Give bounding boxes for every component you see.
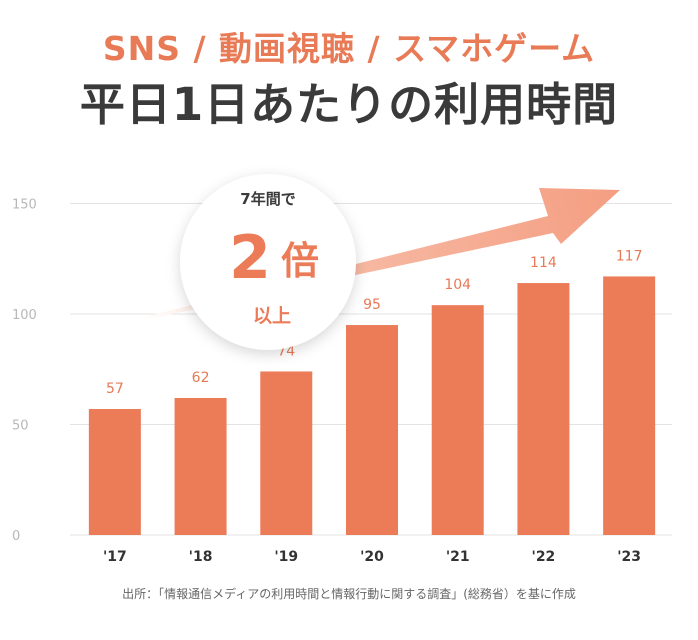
source-footnote: 出所：「情報通信メディアの利用時間と情報行動に関する調査」(総務省）を基に作成 (122, 587, 576, 601)
x-tick-label: '20 (360, 549, 384, 565)
data-label: 95 (363, 297, 381, 313)
y-tick-label: 100 (12, 308, 37, 323)
bars (88, 276, 656, 535)
x-tick-label: '18 (189, 549, 213, 565)
bar (603, 276, 656, 535)
badge-circle (180, 174, 356, 350)
data-label: 117 (616, 248, 643, 264)
bar (346, 325, 398, 535)
badge-unit: 倍 (281, 239, 319, 283)
data-label: 114 (530, 255, 557, 271)
data-label: 62 (192, 370, 210, 386)
bar (517, 283, 570, 535)
badge-suffix: 以上 (253, 305, 291, 327)
bar (260, 371, 313, 535)
bar (88, 409, 141, 535)
data-label: 104 (444, 277, 471, 293)
data-label: 57 (106, 381, 124, 397)
y-tick-label: 0 (12, 529, 20, 544)
badge-multiplier: 2 (229, 223, 271, 293)
x-tick-label: '19 (274, 549, 298, 565)
x-tick-label: '21 (446, 549, 470, 565)
bar (431, 305, 484, 535)
chart-title: 平日1日あたりの利用時間 (79, 78, 619, 131)
x-tick-label: '22 (532, 549, 556, 565)
y-tick-label: 50 (12, 419, 29, 434)
chart-supertitle: SNS / 動画視聴 / スマホゲーム (102, 29, 596, 68)
y-axis: 0 50 100 150 (12, 198, 37, 545)
x-tick-label: '23 (617, 549, 641, 565)
bar (174, 397, 227, 535)
growth-arrow (140, 188, 620, 320)
x-tick-label: '17 (103, 549, 127, 565)
badge-period: 7年間で (240, 190, 295, 208)
y-tick-label: 150 (12, 198, 37, 213)
growth-badge: 7年間で 2 倍 以上 (180, 174, 356, 350)
x-axis: '17 '18 '19 '20 '21 '22 '23 (103, 549, 641, 565)
